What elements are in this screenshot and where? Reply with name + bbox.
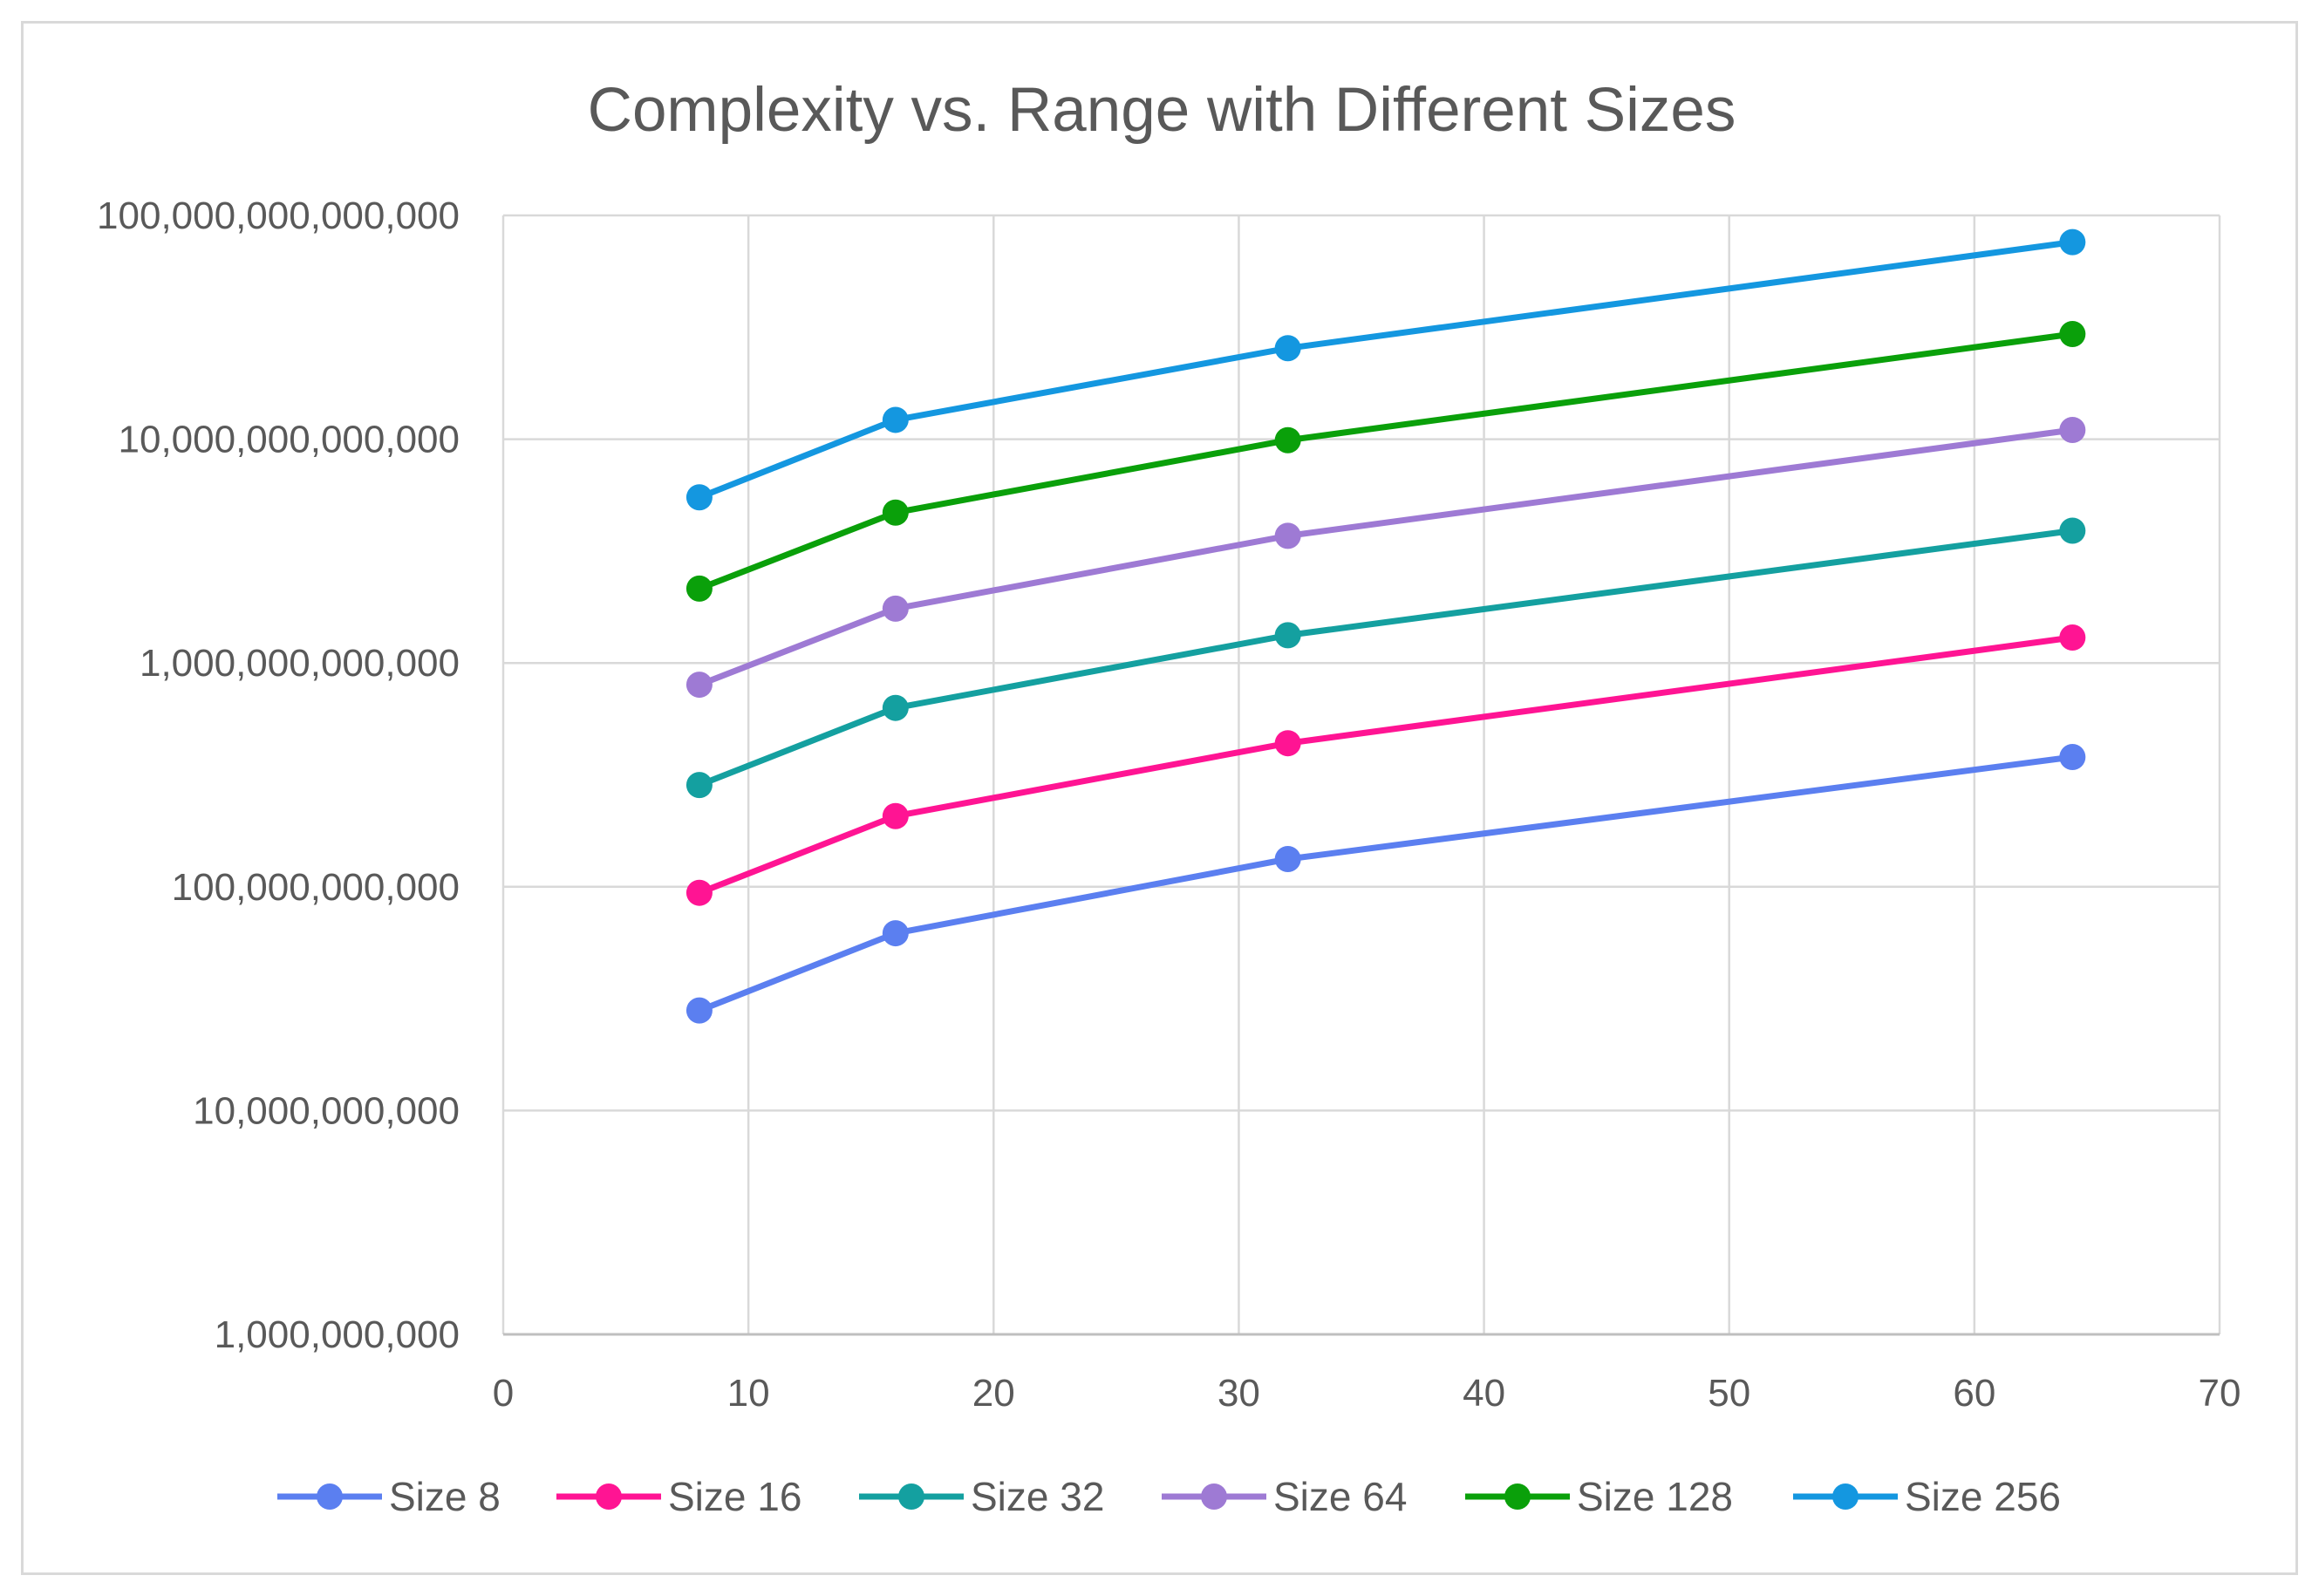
y-tick-label: 10,000,000,000,000 [119,419,460,461]
data-point [882,694,909,721]
data-point [1274,335,1301,362]
data-point [685,772,713,799]
series-line [696,528,2076,788]
data-point [685,672,713,699]
data-point [1274,846,1301,873]
data-point [2059,517,2086,544]
y-tick-label: 100,000,000,000,000 [97,194,460,237]
data-point [1274,622,1301,649]
y-tick-label: 1,000,000,000,000 [140,642,460,685]
series-line [696,239,2076,501]
legend-marker [1832,1483,1859,1510]
series-line [696,331,2076,592]
data-point [882,406,909,433]
data-point [2059,228,2086,256]
data-point [882,499,909,526]
data-point [685,879,713,906]
plot-area [685,228,2086,1024]
data-point [2059,624,2086,651]
data-point [1274,426,1301,454]
legend-item: Size 64 [1162,1474,1407,1519]
legend-item: Size 128 [1465,1474,1733,1519]
legend-label: Size 128 [1577,1474,1733,1519]
legend-label: Size 16 [668,1474,801,1519]
x-tick-label: 50 [1708,1372,1750,1415]
legend-item: Size 256 [1793,1474,2061,1519]
legend-marker [1201,1483,1227,1510]
legend-label: Size 32 [971,1474,1104,1519]
series-line [696,754,2076,1014]
data-point [2059,416,2086,443]
data-point [882,920,909,947]
legend-marker [1504,1483,1531,1510]
legend: Size 8 Size 16 Size 32 Size 64 Size 128 Size … [277,1474,2061,1519]
series-size-256 [685,228,2086,511]
series-size-128 [685,321,2086,602]
data-point [2059,321,2086,348]
legend-marker [317,1483,343,1510]
data-point [1274,522,1301,549]
legend-item: Size 8 [277,1474,501,1519]
x-tick-label: 40 [1463,1372,1505,1415]
series-size-8 [685,744,2086,1024]
x-tick-label: 70 [2199,1372,2241,1415]
data-point [685,997,713,1024]
data-point [882,802,909,829]
series-size-64 [685,416,2086,699]
legend-marker [898,1483,924,1510]
grid [501,214,2221,1336]
x-tick-label: 30 [1217,1372,1260,1415]
series-line [696,634,2076,897]
x-tick-label: 20 [972,1372,1015,1415]
series-line [696,426,2076,688]
y-tick-label: 100,000,000,000 [172,866,460,909]
y-tick-label: 1,000,000,000 [215,1313,460,1356]
legend-label: Size 256 [1905,1474,2061,1519]
legend-marker [596,1483,622,1510]
y-tick-label: 10,000,000,000 [193,1089,460,1132]
legend-item: Size 32 [859,1474,1104,1519]
data-point [882,595,909,622]
x-tick-label: 10 [727,1372,770,1415]
data-point [685,575,713,602]
data-point [1274,730,1301,757]
axes: 1,000,000,000 10,000,000,000 100,000,000,0… [97,194,2241,1415]
legend-item: Size 16 [556,1474,801,1519]
series-size-16 [685,624,2086,906]
data-point [685,484,713,511]
series-size-32 [685,517,2086,799]
chart-frame [21,21,2298,1575]
legend-label: Size 64 [1273,1474,1407,1519]
x-tick-label: 0 [493,1372,514,1415]
data-point [2059,744,2086,771]
chart-title: Complexity vs. Range with Different Size… [588,76,1736,145]
legend-label: Size 8 [389,1474,501,1519]
x-tick-label: 60 [1953,1372,1995,1415]
